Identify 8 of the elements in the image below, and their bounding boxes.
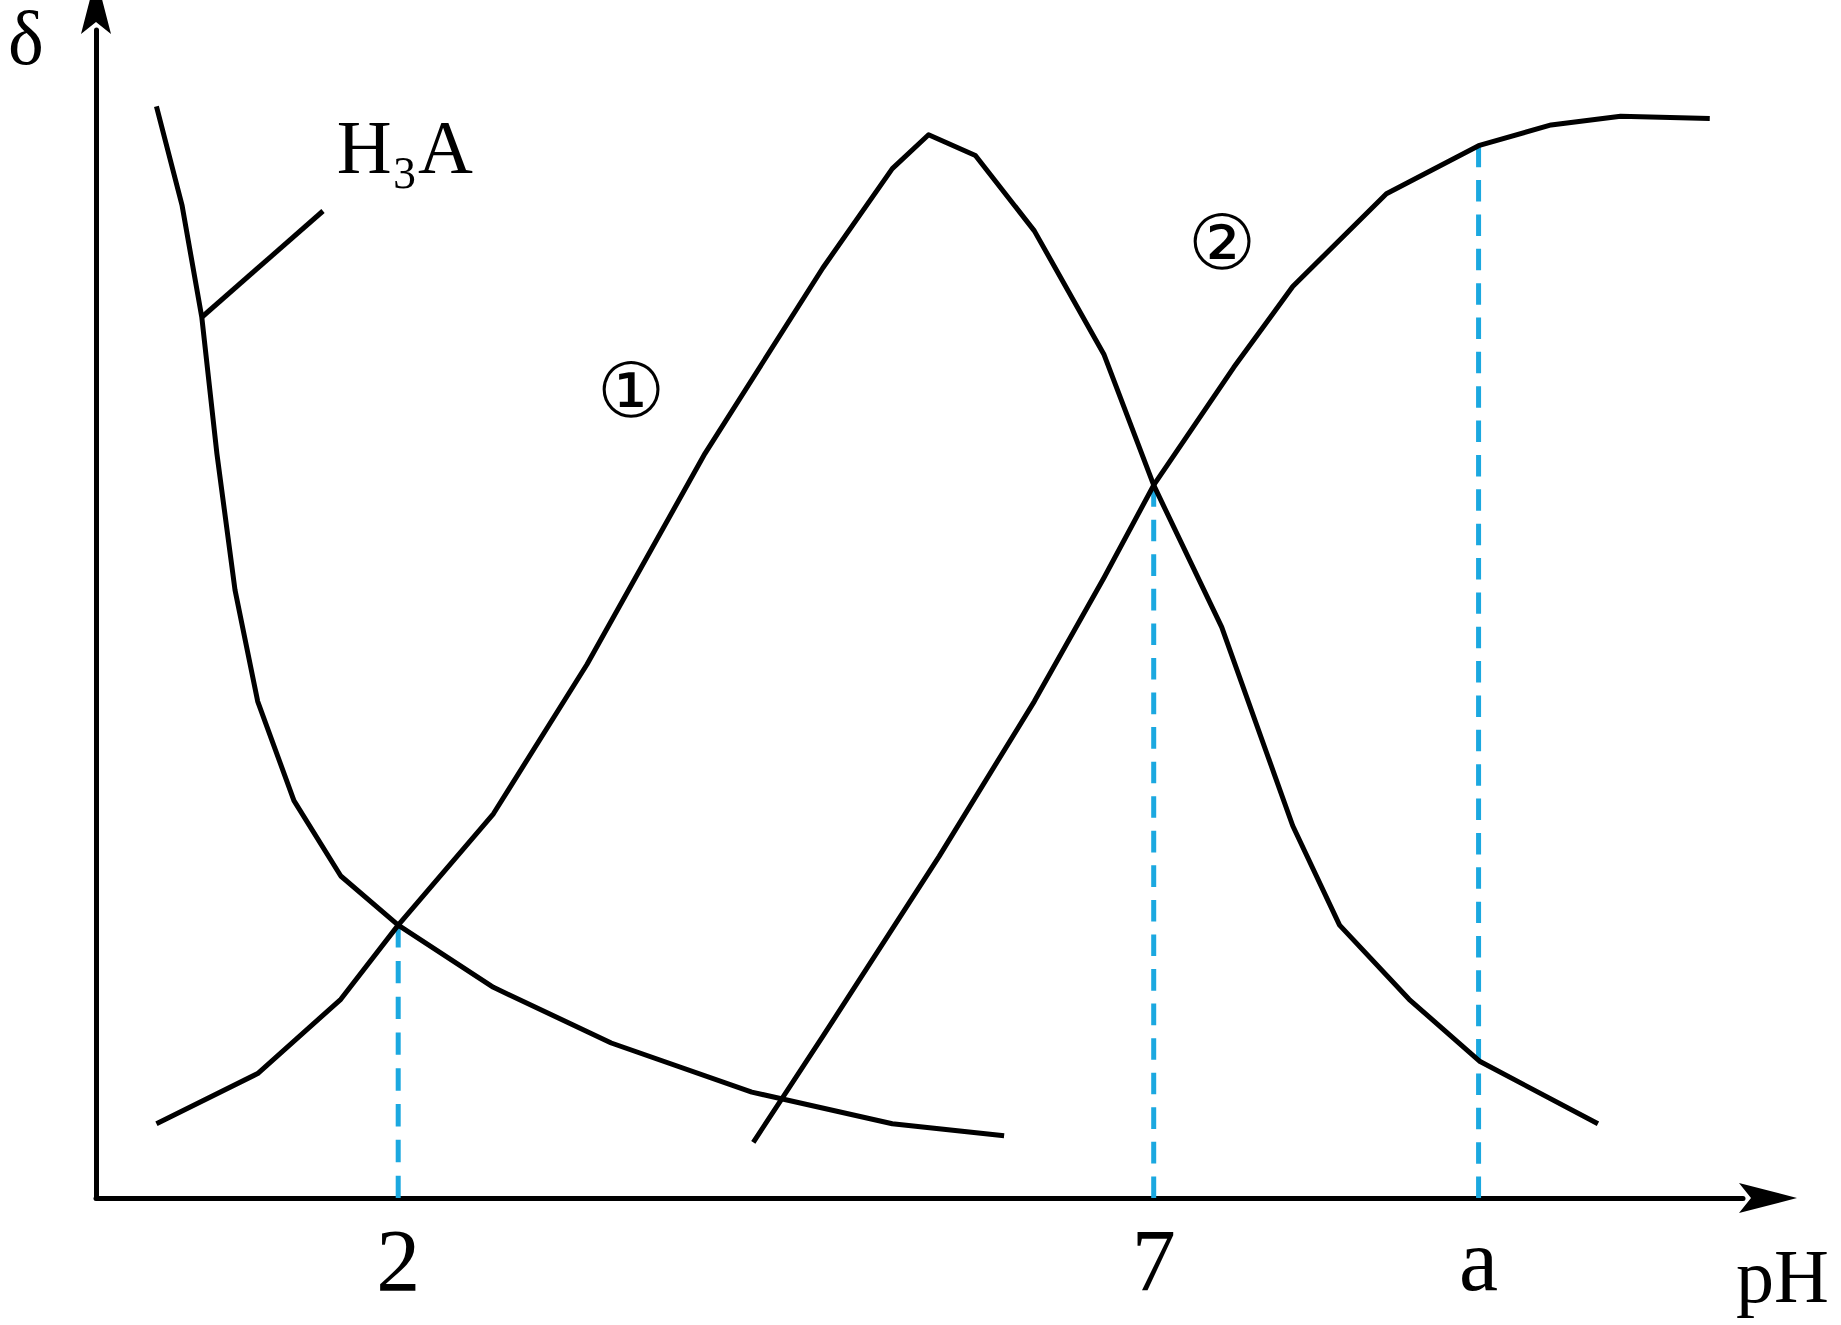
x-tick-label: 7 bbox=[1131, 1211, 1176, 1309]
x-tick-label: 2 bbox=[376, 1211, 421, 1309]
annotation: ② bbox=[1187, 200, 1256, 285]
annotation: H₃A bbox=[336, 105, 473, 190]
x-axis-title: pH bbox=[1736, 1234, 1829, 1318]
x-tick-label: a bbox=[1459, 1211, 1499, 1309]
y-axis-title: δ bbox=[8, 0, 44, 80]
annotation: ① bbox=[596, 349, 665, 434]
